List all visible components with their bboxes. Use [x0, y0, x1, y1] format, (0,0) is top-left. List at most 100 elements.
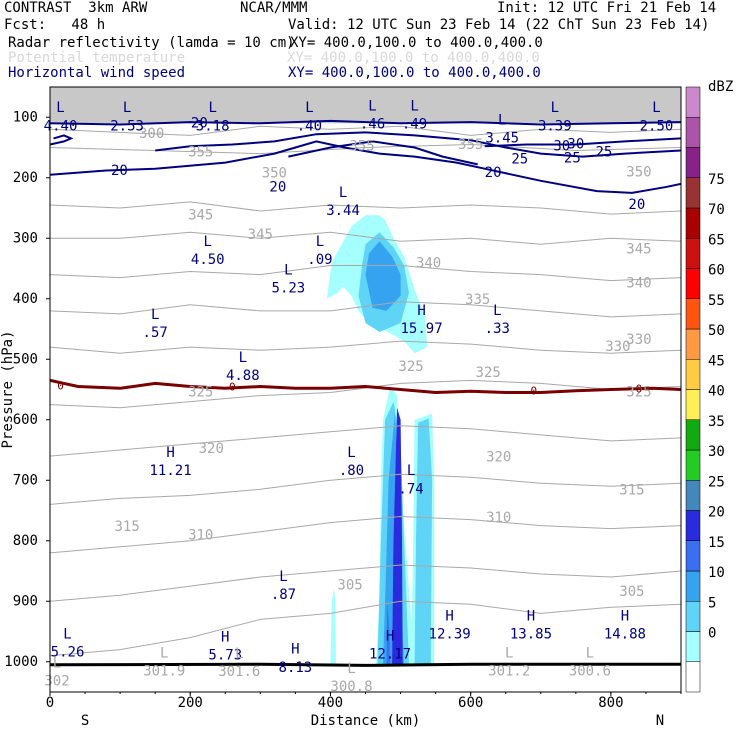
- x-axis-north-label: N: [656, 713, 664, 729]
- colorbar-level-label: 0: [708, 626, 716, 642]
- theta-contour-label: 315: [114, 519, 139, 535]
- x-axis-south-label: S: [81, 713, 89, 729]
- low-center-marker: L: [493, 303, 501, 319]
- center-value-label: 14.88: [604, 627, 646, 643]
- colorbar-level-label: 60: [708, 263, 725, 279]
- wind-contour: [50, 134, 74, 146]
- low-center-marker: L: [160, 645, 168, 661]
- center-value-label: 12.39: [429, 627, 471, 643]
- colorbar-swatch: [685, 601, 701, 632]
- colorbar-swatch: [685, 298, 701, 330]
- colorbar-level-label: 65: [708, 232, 725, 248]
- wind-contour-label: 20: [485, 165, 502, 181]
- colorbar-swatch: [685, 177, 701, 209]
- y-tick-label: 400: [13, 291, 38, 307]
- theta-contour-label: 345: [626, 242, 651, 258]
- wind-contour: [288, 140, 478, 166]
- colorbar-level-label: 45: [708, 353, 725, 369]
- center-value-label: 300.8: [330, 679, 372, 695]
- theta-contour: [50, 425, 681, 457]
- low-center-marker: L: [505, 645, 513, 661]
- center-value-label: .49: [402, 117, 427, 133]
- colorbar-swatch: [685, 328, 701, 360]
- colorbar-swatch: [685, 238, 701, 269]
- theta-contour-label: 315: [619, 483, 644, 499]
- center-value-label: 301.6: [218, 664, 260, 680]
- colorbar-swatch: [685, 86, 701, 118]
- y-axis-title: Pressure (hPa): [0, 330, 16, 448]
- center-value-label: 12.17: [369, 646, 411, 662]
- colorbar-level-label: 10: [708, 565, 725, 581]
- wind-contour-label: 30: [567, 136, 584, 152]
- y-tick-label: 700: [13, 472, 38, 488]
- center-value-label: .40: [297, 118, 322, 134]
- theta-contour-label: 305: [619, 584, 644, 600]
- org-label: NCAR/MMM: [240, 0, 308, 16]
- colorbar-swatch: [685, 631, 701, 662]
- theta-contour: [50, 600, 681, 657]
- upper-theta-band: [50, 87, 681, 124]
- wind-contour: [50, 140, 681, 194]
- colorbar-level-label: 20: [708, 505, 725, 521]
- freezing-level-label: 0: [57, 379, 64, 392]
- center-value-label: 2.50: [640, 118, 674, 134]
- theta-contour: [50, 125, 681, 136]
- field-xy-theta: XY= 400.0,100.0 to 400.0,400.0: [287, 50, 540, 66]
- field-xy-wind: XY= 400.0,100.0 to 400.0,400.0: [288, 65, 541, 81]
- low-center-marker: L: [53, 656, 61, 672]
- reflectivity-column-core: [386, 601, 390, 665]
- theta-contour-label: 325: [188, 385, 213, 401]
- colorbar-level-label: 15: [708, 535, 725, 551]
- center-value-label: 5.23: [272, 280, 306, 296]
- high-center-marker: H: [417, 303, 425, 319]
- reflectivity-column-20dbz: [392, 407, 403, 665]
- theta-contour-label: 325: [626, 385, 651, 401]
- reflectivity-cell-15dbz: [365, 241, 401, 311]
- center-value-label: 3.39: [538, 118, 572, 134]
- colorbar-swatch: [685, 207, 701, 239]
- field-name-theta: Potential temperature: [8, 50, 186, 66]
- theta-contour: [50, 564, 681, 602]
- forecast-hour: Fcst: 48 h: [4, 17, 106, 33]
- center-value-label: .57: [143, 325, 168, 341]
- colorbar-swatch: [685, 570, 701, 602]
- wind-contour-label: 25: [511, 152, 528, 168]
- theta-contour: [50, 340, 681, 354]
- high-center-marker: H: [221, 630, 229, 646]
- theta-contour-label: 310: [188, 527, 213, 543]
- y-tick-label: 300: [13, 230, 38, 246]
- center-value-label: .09: [307, 252, 332, 268]
- low-center-marker: L: [305, 100, 313, 116]
- init-time: Init: 12 UTC Fri 21 Feb 14: [497, 0, 717, 16]
- low-center-marker: L: [208, 100, 216, 116]
- reflectivity-column-east-10dbz: [414, 418, 433, 665]
- theta-contour-label: 320: [199, 441, 224, 457]
- low-center-marker: L: [284, 262, 292, 278]
- field-xy-reflectivity: XY= 400.0,100.0 to 400.0,400.0: [290, 35, 543, 51]
- low-center-marker: L: [151, 307, 159, 323]
- low-center-marker: L: [551, 100, 559, 116]
- x-tick-label: 600: [458, 695, 483, 711]
- y-tick-label: 900: [13, 593, 38, 609]
- wind-contour-label: 30: [553, 138, 570, 154]
- theta-contour-label: 350: [262, 166, 287, 182]
- field-name-wind: Horizontal wind speed: [8, 65, 186, 81]
- low-center-marker: L: [652, 100, 660, 116]
- colorbar-level-label: 75: [708, 172, 725, 188]
- theta-contour: [50, 231, 681, 245]
- colorbar-swatch: [685, 419, 701, 451]
- theta-contour: [50, 265, 681, 282]
- theta-contour: [50, 301, 681, 318]
- colorbar-swatch: [685, 268, 701, 299]
- low-center-marker: L: [235, 646, 243, 662]
- low-center-marker: L: [410, 98, 418, 114]
- center-value-label: 3.44: [326, 203, 360, 219]
- theta-contour-label: 355: [458, 137, 483, 153]
- colorbar-level-label: 70: [708, 202, 725, 218]
- center-value-label: 2.53: [110, 118, 144, 134]
- high-center-marker: H: [445, 608, 453, 624]
- low-center-marker: L: [347, 445, 355, 461]
- theta-contour: [50, 201, 681, 215]
- center-value-label: 300.6: [569, 663, 611, 679]
- theta-contour-label: 355: [349, 138, 374, 154]
